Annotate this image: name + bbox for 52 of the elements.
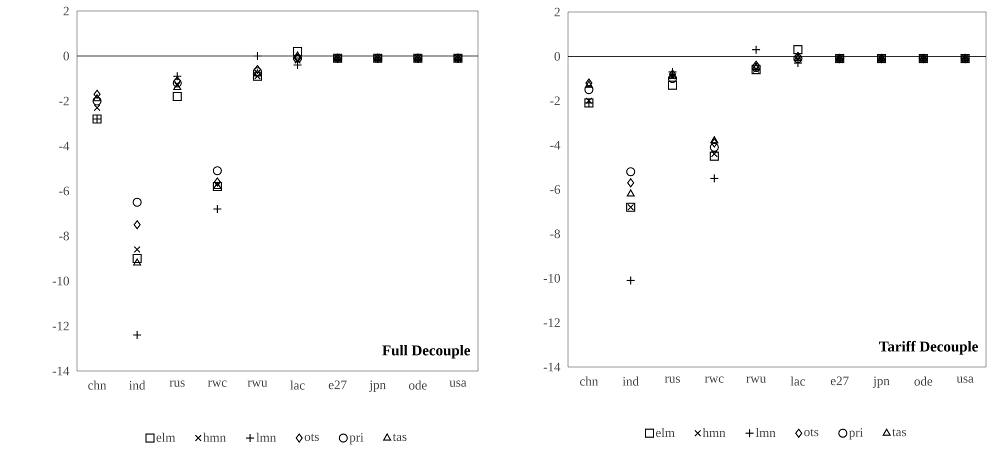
x-tick-label: chn [88,380,106,390]
x-tick-label: jpn [369,380,386,392]
y-tick-label: 2 [64,6,69,16]
y-tick-label: -8 [550,230,560,238]
x-tick-label: ind [622,376,639,386]
x-tick-label: ode [914,376,932,386]
annotation: Full Decouple [382,344,470,358]
x-tick-label: chn [580,376,598,386]
legend-label: hmn [702,428,726,437]
x-tick-label: usa [956,376,974,383]
x-tick-label: lac [790,376,806,386]
x-tick-label: e27 [328,380,347,390]
legend-label: pri [350,432,364,444]
y-tick-label: 0 [64,52,69,60]
x-tick-label: ind [129,380,146,390]
x-tick-label: lac [290,380,305,390]
y-tick-label: -6 [550,185,560,194]
legend-label: tas [892,428,906,436]
y-tick-label: -2 [59,96,69,106]
x-tick-label: rwu [248,380,268,387]
legend-label: lmn [256,432,276,442]
x-tick-label: usa [449,380,466,387]
legend-label: elm [656,428,675,438]
x-tick-label: rus [664,376,680,383]
y-tick-label: -10 [52,276,69,286]
legend-label: pri [849,428,863,440]
annotation: Tariff Decouple [879,340,978,355]
legend-label: ots [304,434,319,442]
y-tick-label: -14 [52,366,70,376]
y-tick-label: -4 [59,142,70,150]
legend-label: tas [392,434,407,442]
y-tick-label: -14 [544,362,560,372]
legend-label: lmn [756,428,776,437]
x-tick-label: ode [409,380,427,390]
y-tick-label: -4 [550,140,560,150]
x-tick-label: rwu [746,376,766,383]
x-tick-label: rwc [208,380,227,387]
y-tick-label: 2 [554,8,560,16]
legend-label: elm [156,432,176,442]
x-tick-label: rus [170,380,185,387]
y-tick-label: -12 [52,322,69,330]
x-tick-label: rwc [704,376,724,383]
legend-label: hmn [203,432,226,442]
y-tick-label: -2 [550,96,560,106]
legend-label: ots [804,428,818,436]
x-tick-label: e27 [830,376,849,386]
y-tick-label: -12 [544,318,560,327]
y-tick-label: -6 [59,186,70,196]
y-tick-label: -10 [544,274,560,283]
y-tick-label: -8 [59,232,69,240]
y-tick-label: 0 [554,52,560,61]
x-tick-label: jpn [872,376,890,388]
